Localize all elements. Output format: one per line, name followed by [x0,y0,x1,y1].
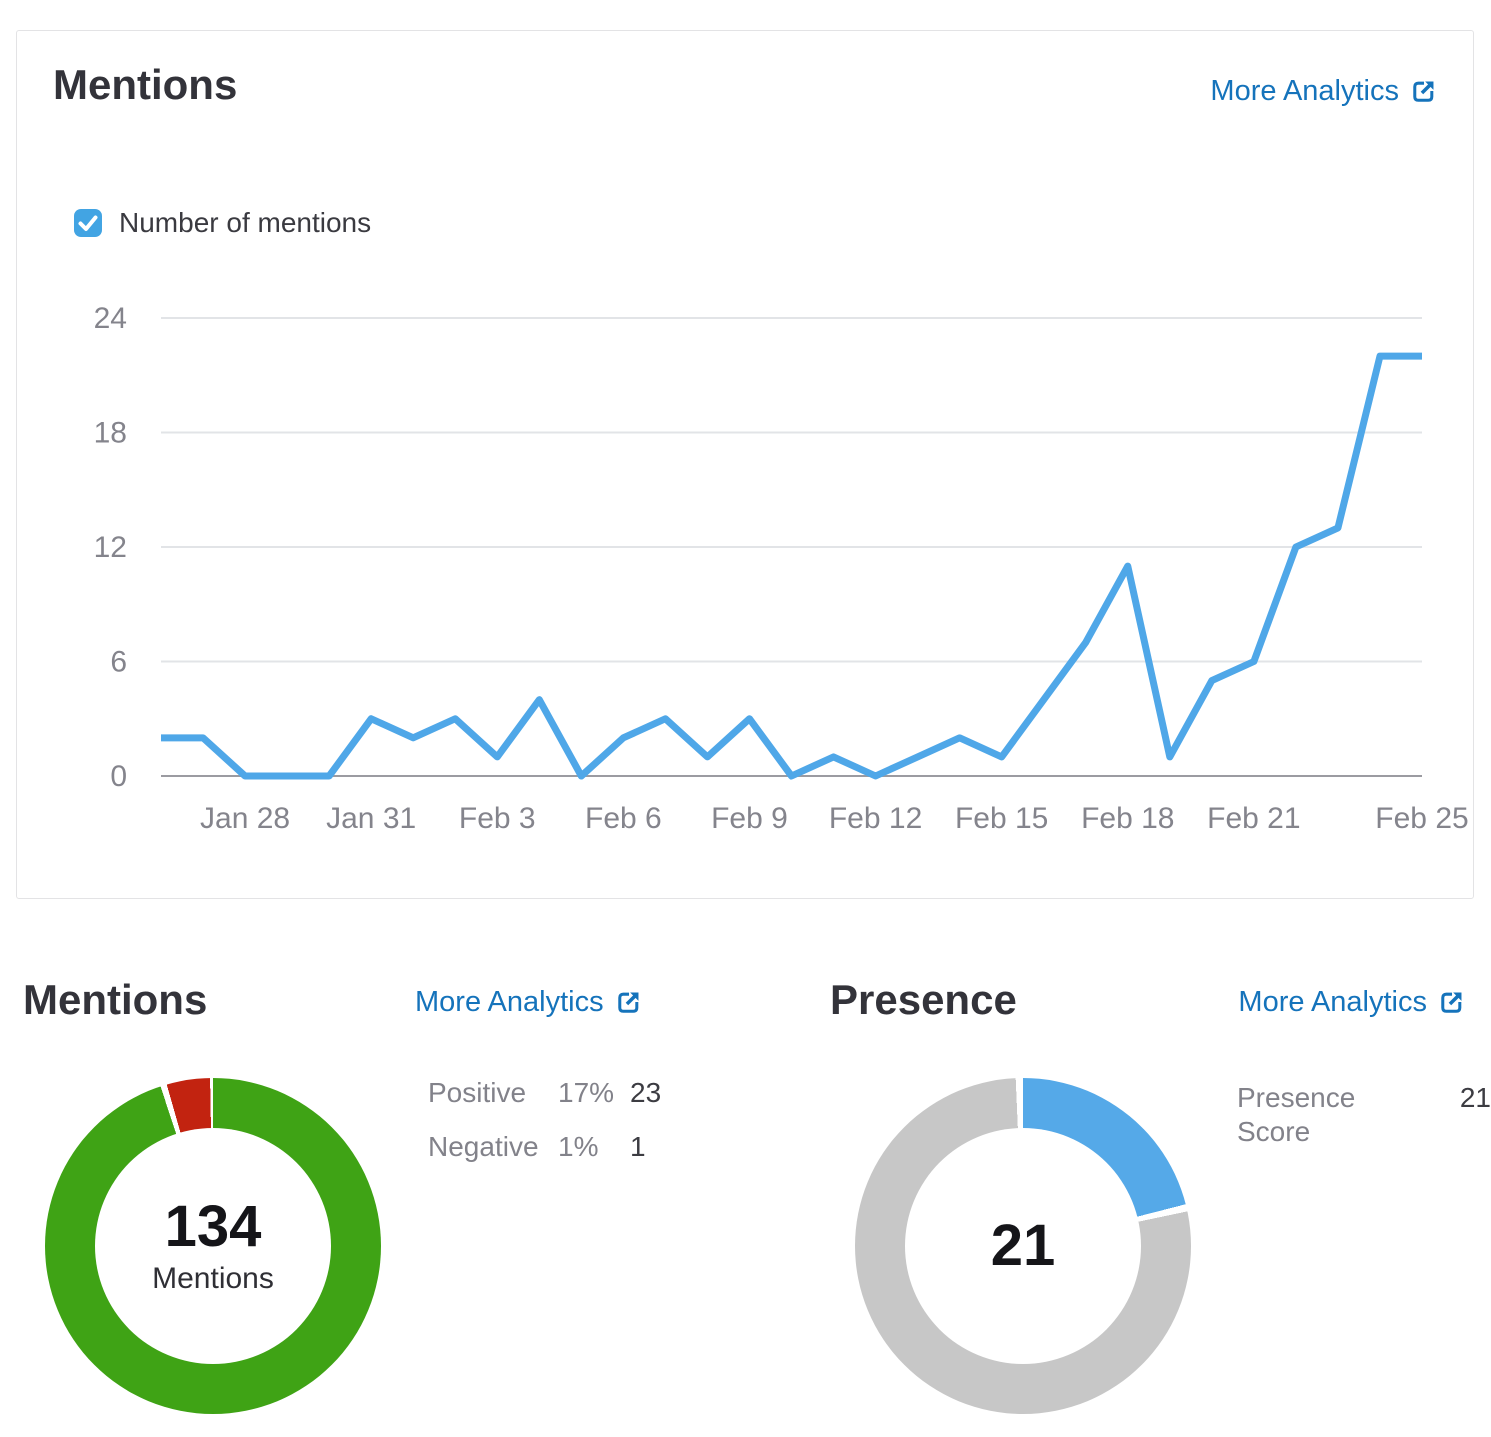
presence-donut-center: 21 [905,1128,1141,1364]
presence-donut-chart: 21 [855,1078,1191,1414]
x-axis-label: Feb 15 [955,802,1048,835]
more-analytics-link-mentions[interactable]: More Analytics [415,986,642,1019]
x-axis-label: Feb 6 [585,802,662,835]
check-icon [78,215,98,231]
x-axis-label: Feb 12 [829,802,922,835]
y-axis-label: 12 [94,531,127,564]
negative-label: Negative [428,1131,539,1162]
presence-score-number: 21 [1459,1082,1491,1113]
presence-stat-row: Presence Score 21 [1237,1081,1491,1149]
presence-score-label: Presence Score [1237,1082,1356,1147]
x-axis-label: Feb 25 [1375,802,1468,835]
x-axis-label: Jan 28 [200,802,290,835]
x-axis-label: Feb 9 [711,802,788,835]
legend-number-of-mentions[interactable]: Number of mentions [74,207,371,239]
external-link-icon [1413,81,1434,102]
mentions-chart-card: Mentions More Analytics Number of mentio… [16,30,1474,899]
mentions-donut-chart: 134 Mentions [45,1078,381,1414]
negative-count: 1 [630,1131,646,1162]
x-axis-label: Feb 21 [1207,802,1300,835]
more-analytics-label: More Analytics [1238,986,1427,1018]
mentions-line-chart: 0 6 12 18 24 Jan 28 Jan 31 Feb 3 Feb 6 Feb 9 Feb 1… [94,302,1469,835]
external-link-icon [617,992,639,1013]
negative-percent: 1% [558,1131,599,1162]
x-axis-label: Feb 18 [1081,802,1174,835]
positive-percent: 17% [558,1077,615,1108]
y-axis-label: 0 [110,760,127,793]
more-analytics-label: More Analytics [1210,75,1399,107]
x-axis-label: Jan 31 [326,802,416,835]
mentions-total-unit: Mentions [152,1262,274,1295]
external-link-icon [1441,992,1462,1013]
mentions-card-title: Mentions [53,61,238,108]
legend-checkbox[interactable] [74,209,102,237]
x-axis-label: Feb 3 [459,802,536,835]
more-analytics-link-top[interactable]: More Analytics [1210,75,1437,108]
y-axis-label: 18 [94,417,127,450]
legend-label: Number of mentions [119,207,372,238]
positive-count: 23 [630,1077,662,1108]
mentions-total: 134 [164,1194,262,1259]
y-axis-label: 6 [110,646,127,679]
presence-score-value: 21 [990,1213,1056,1278]
mentions-donut-center: 134 Mentions [95,1128,331,1364]
sentiment-stats: Positive 17% 23 Negative 1% 1 [428,1076,661,1164]
mentions-summary-title: Mentions [23,976,208,1023]
positive-label: Positive [428,1077,527,1108]
mentions-series-line [161,352,1422,780]
more-analytics-link-presence[interactable]: More Analytics [1238,986,1465,1019]
presence-title: Presence [830,976,1017,1023]
more-analytics-label: More Analytics [415,986,604,1018]
y-axis-label: 24 [94,302,127,335]
